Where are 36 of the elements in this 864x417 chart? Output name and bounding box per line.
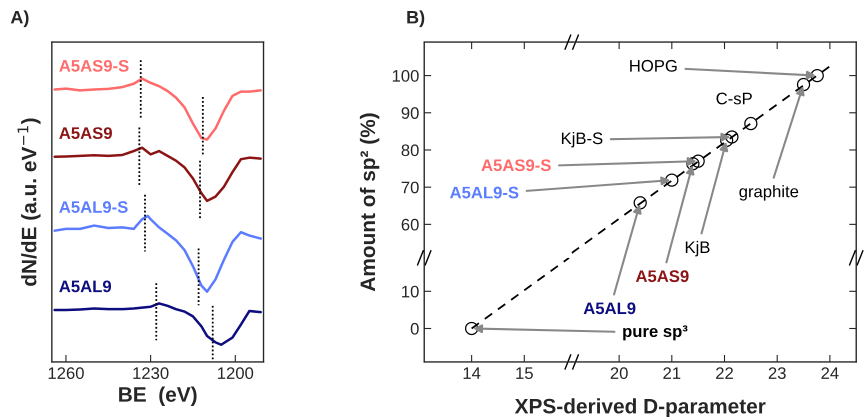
annotation: KjB-S xyxy=(562,132,602,148)
x-tick-label: 20 xyxy=(610,367,628,380)
annotation: KjB xyxy=(686,240,710,256)
y-tick-label: 10 xyxy=(402,286,419,298)
series-label: A5AL9-S xyxy=(59,201,128,213)
y-tick-label: 60 xyxy=(402,218,419,231)
x-tick-label: 1260 xyxy=(48,367,84,380)
annotation: C-sP xyxy=(716,92,752,104)
y-tick-label: 80 xyxy=(402,144,419,156)
y-tick-label: 0 xyxy=(410,322,419,335)
y-axis-title: dN/dE (a.u. eV$^{−1}$) xyxy=(18,118,41,286)
chart-title: A) xyxy=(10,10,29,28)
chart-title: B) xyxy=(407,10,424,28)
series-label: A5AS9-S xyxy=(59,60,129,72)
annotation: pure sp³ xyxy=(623,325,688,340)
x-axis-title: BE (eV) xyxy=(119,386,197,406)
x-tick-label: 15 xyxy=(516,367,533,380)
annotation: graphite xyxy=(739,185,798,201)
series-label: A5AL9 xyxy=(59,280,111,292)
x-tick-label: 21 xyxy=(663,367,680,379)
annotation: A5AL9-S xyxy=(450,186,518,198)
x-tick-label: 1200 xyxy=(218,367,254,380)
y-tick-label: 70 xyxy=(402,182,419,194)
x-tick-label: 23 xyxy=(768,367,786,380)
x-tick-label: 1230 xyxy=(133,367,169,380)
y-tick-label: 90 xyxy=(402,107,419,119)
y-tick-label: 100 xyxy=(392,70,419,82)
x-tick-label: 22 xyxy=(716,367,733,379)
x-tick-label: 24 xyxy=(821,367,839,379)
x-tick-label: 14 xyxy=(464,367,480,379)
annotation: A5AL9 xyxy=(584,302,636,314)
annotation: HOPG xyxy=(630,60,677,72)
annotation: A5AS9 xyxy=(636,270,689,282)
y-axis-title: Amount of sp² (%) xyxy=(360,113,380,292)
annotation: A5AS9-S xyxy=(481,159,551,172)
series-label: A5AS9 xyxy=(59,127,112,140)
